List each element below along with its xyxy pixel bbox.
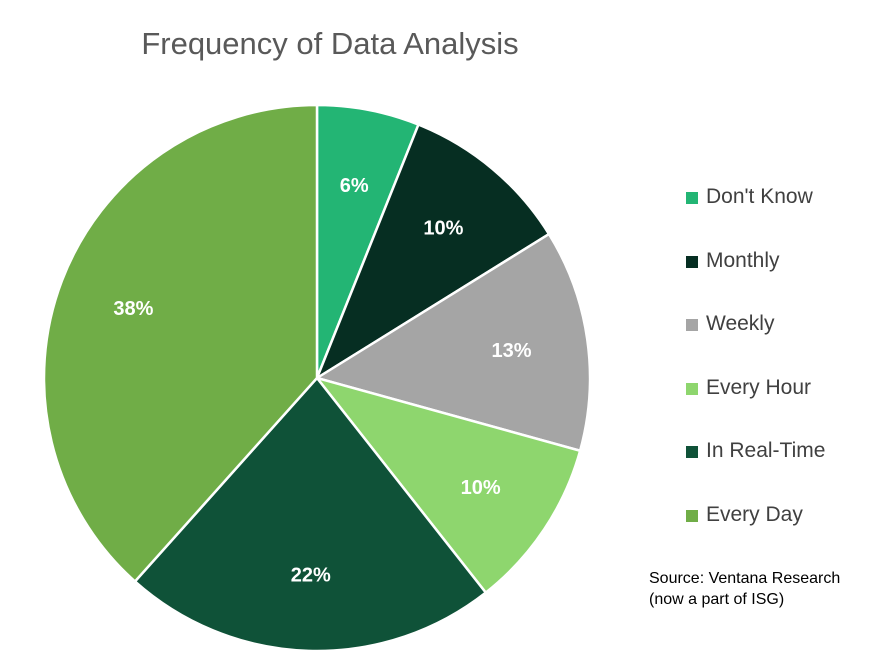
- pie-slice-every-day: [42, 103, 319, 584]
- legend-swatch: [686, 255, 698, 268]
- legend-item: Don't Know: [686, 185, 825, 249]
- source-line: Source: Ventana Research: [649, 570, 841, 587]
- legend-label: Don't Know: [706, 185, 813, 208]
- source-line: (now a part of ISG): [649, 591, 785, 608]
- legend-item: Every Hour: [686, 376, 825, 440]
- data-label: 10%: [461, 477, 501, 499]
- data-label: 6%: [340, 175, 369, 197]
- legend-swatch: [686, 382, 698, 395]
- legend-label: Every Day: [706, 502, 803, 526]
- legend-swatch: [686, 192, 698, 204]
- legend-item: In Real-Time: [686, 439, 825, 503]
- pie-slice-monthly: [314, 122, 551, 382]
- data-label: 13%: [492, 340, 532, 362]
- legend-label: Monthly: [706, 248, 780, 272]
- data-label: 10%: [423, 217, 463, 239]
- legend-item: Monthly: [686, 249, 825, 313]
- data-label: 38%: [113, 298, 153, 320]
- pie-slice-every-hour: [313, 375, 582, 595]
- legend: Don't Know Monthly Weekly Every Hour In Real…: [686, 185, 825, 566]
- legend-item: Every Day: [686, 503, 825, 567]
- source-note: Source: Ventana Research (now a part of …: [649, 568, 840, 610]
- legend-label: Every Hour: [706, 375, 812, 399]
- legend-swatch: [686, 319, 698, 331]
- legend-item: Weekly: [686, 312, 825, 376]
- legend-swatch: [686, 446, 698, 458]
- chart-title: Frequency of Data Analysis: [141, 26, 519, 61]
- pie-slice-in-real-time: [133, 376, 488, 653]
- legend-label: In Real-Time: [706, 439, 826, 462]
- legend-swatch: [686, 509, 698, 522]
- data-label: 22%: [291, 564, 331, 586]
- legend-label: Weekly: [706, 312, 775, 335]
- pie-chart: 6% 10% 13% 10% 22% 38%: [42, 103, 592, 653]
